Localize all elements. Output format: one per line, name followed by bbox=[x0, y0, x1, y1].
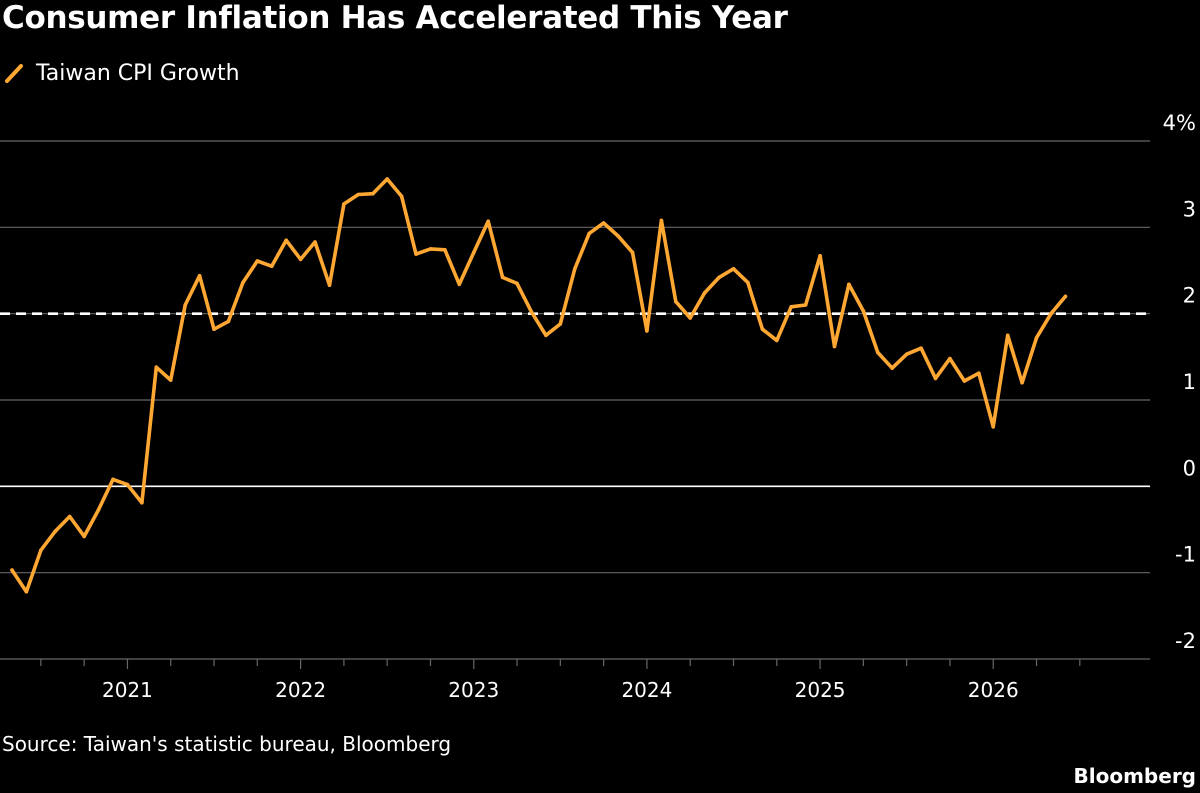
x-tick-label: 2023 bbox=[448, 678, 499, 702]
data-point bbox=[1049, 311, 1053, 316]
data-point bbox=[760, 327, 765, 332]
data-point bbox=[775, 338, 779, 343]
data-point bbox=[486, 219, 491, 224]
x-axis: 2021 2022 2023 2024 2025 2026 bbox=[40, 659, 1081, 702]
y-axis-tick-labels: -2 -1 0 1 2 3 4% bbox=[1163, 111, 1196, 653]
data-point bbox=[1034, 336, 1039, 340]
data-point bbox=[962, 379, 967, 383]
data-point bbox=[904, 352, 909, 357]
data-point bbox=[414, 252, 418, 256]
data-point bbox=[529, 310, 534, 314]
data-point bbox=[515, 281, 519, 286]
data-point bbox=[255, 259, 260, 263]
data-point bbox=[717, 275, 721, 280]
data-point bbox=[587, 231, 591, 236]
data-point bbox=[67, 514, 72, 519]
data-point bbox=[702, 291, 707, 295]
data-point bbox=[96, 507, 101, 512]
x-tick-label: 2024 bbox=[621, 678, 672, 702]
data-point bbox=[342, 202, 346, 206]
data-point bbox=[472, 250, 476, 255]
data-point bbox=[674, 299, 678, 304]
data-point bbox=[111, 477, 115, 482]
series-line-taiwan-cpi-growth bbox=[10, 177, 1068, 594]
data-point bbox=[154, 365, 159, 370]
series-layer bbox=[10, 177, 1068, 594]
data-point bbox=[183, 303, 187, 307]
data-point bbox=[890, 366, 894, 370]
data-point bbox=[1005, 333, 1010, 338]
data-point bbox=[803, 303, 808, 307]
data-point bbox=[457, 282, 462, 287]
data-point bbox=[688, 316, 692, 320]
data-point bbox=[53, 529, 58, 533]
x-tick-label: 2025 bbox=[795, 678, 846, 702]
y-tick-label: 3 bbox=[1183, 197, 1196, 221]
data-point bbox=[1063, 294, 1068, 299]
data-point bbox=[168, 378, 173, 382]
x-tick-label: 2026 bbox=[968, 678, 1019, 702]
legend-label: Taiwan CPI Growth bbox=[36, 60, 240, 86]
data-point bbox=[212, 327, 216, 332]
chart-title: Consumer Inflation Has Accelerated This … bbox=[2, 0, 788, 36]
data-point bbox=[385, 177, 390, 181]
data-point bbox=[1020, 380, 1024, 385]
data-point bbox=[39, 548, 43, 552]
data-point bbox=[746, 280, 750, 285]
data-point bbox=[861, 309, 866, 313]
data-point bbox=[226, 319, 231, 324]
bloomberg-logo: Bloomberg bbox=[1073, 764, 1196, 788]
data-point bbox=[818, 254, 822, 258]
data-point bbox=[399, 194, 404, 199]
data-point bbox=[991, 425, 995, 429]
data-point bbox=[731, 267, 736, 271]
data-point bbox=[241, 280, 245, 285]
data-point bbox=[977, 371, 981, 376]
data-point bbox=[298, 257, 303, 262]
data-point bbox=[933, 376, 938, 381]
x-tick-label: 2022 bbox=[275, 678, 326, 702]
data-point bbox=[327, 283, 332, 288]
y-tick-label: -2 bbox=[1175, 629, 1196, 653]
line-swatch-icon bbox=[5, 64, 23, 83]
data-point bbox=[10, 568, 14, 572]
data-point bbox=[919, 346, 923, 351]
data-point bbox=[443, 248, 447, 252]
y-tick-label: 0 bbox=[1183, 456, 1196, 480]
data-point bbox=[544, 333, 548, 338]
data-point bbox=[659, 218, 664, 223]
data-point bbox=[284, 238, 289, 243]
data-point bbox=[125, 482, 130, 487]
y-tick-label: -1 bbox=[1175, 543, 1196, 567]
data-point bbox=[876, 350, 880, 355]
data-point bbox=[356, 192, 361, 197]
y-tick-label: 2 bbox=[1183, 284, 1196, 308]
data-point bbox=[371, 191, 375, 196]
data-point bbox=[645, 329, 649, 333]
grid-lines bbox=[0, 140, 1150, 660]
data-point bbox=[832, 344, 837, 349]
data-point bbox=[82, 534, 86, 539]
source-note: Source: Taiwan's statistic bureau, Bloom… bbox=[2, 732, 452, 756]
data-point bbox=[847, 282, 851, 287]
legend: Taiwan CPI Growth bbox=[4, 60, 240, 86]
data-point bbox=[948, 356, 952, 361]
data-point bbox=[140, 500, 144, 505]
y-tick-label: 4% bbox=[1163, 111, 1196, 135]
data-point bbox=[616, 234, 620, 238]
data-point bbox=[197, 273, 202, 278]
y-tick-label: 1 bbox=[1183, 370, 1196, 394]
data-point bbox=[313, 240, 317, 244]
data-point bbox=[428, 247, 433, 251]
data-point bbox=[630, 250, 635, 255]
data-point bbox=[24, 589, 29, 594]
data-point bbox=[269, 264, 274, 269]
data-point bbox=[601, 221, 606, 225]
data-point bbox=[789, 305, 793, 309]
data-point bbox=[500, 275, 505, 280]
x-tick-label: 2021 bbox=[102, 678, 153, 702]
data-point bbox=[573, 267, 577, 271]
data-point bbox=[558, 322, 563, 326]
